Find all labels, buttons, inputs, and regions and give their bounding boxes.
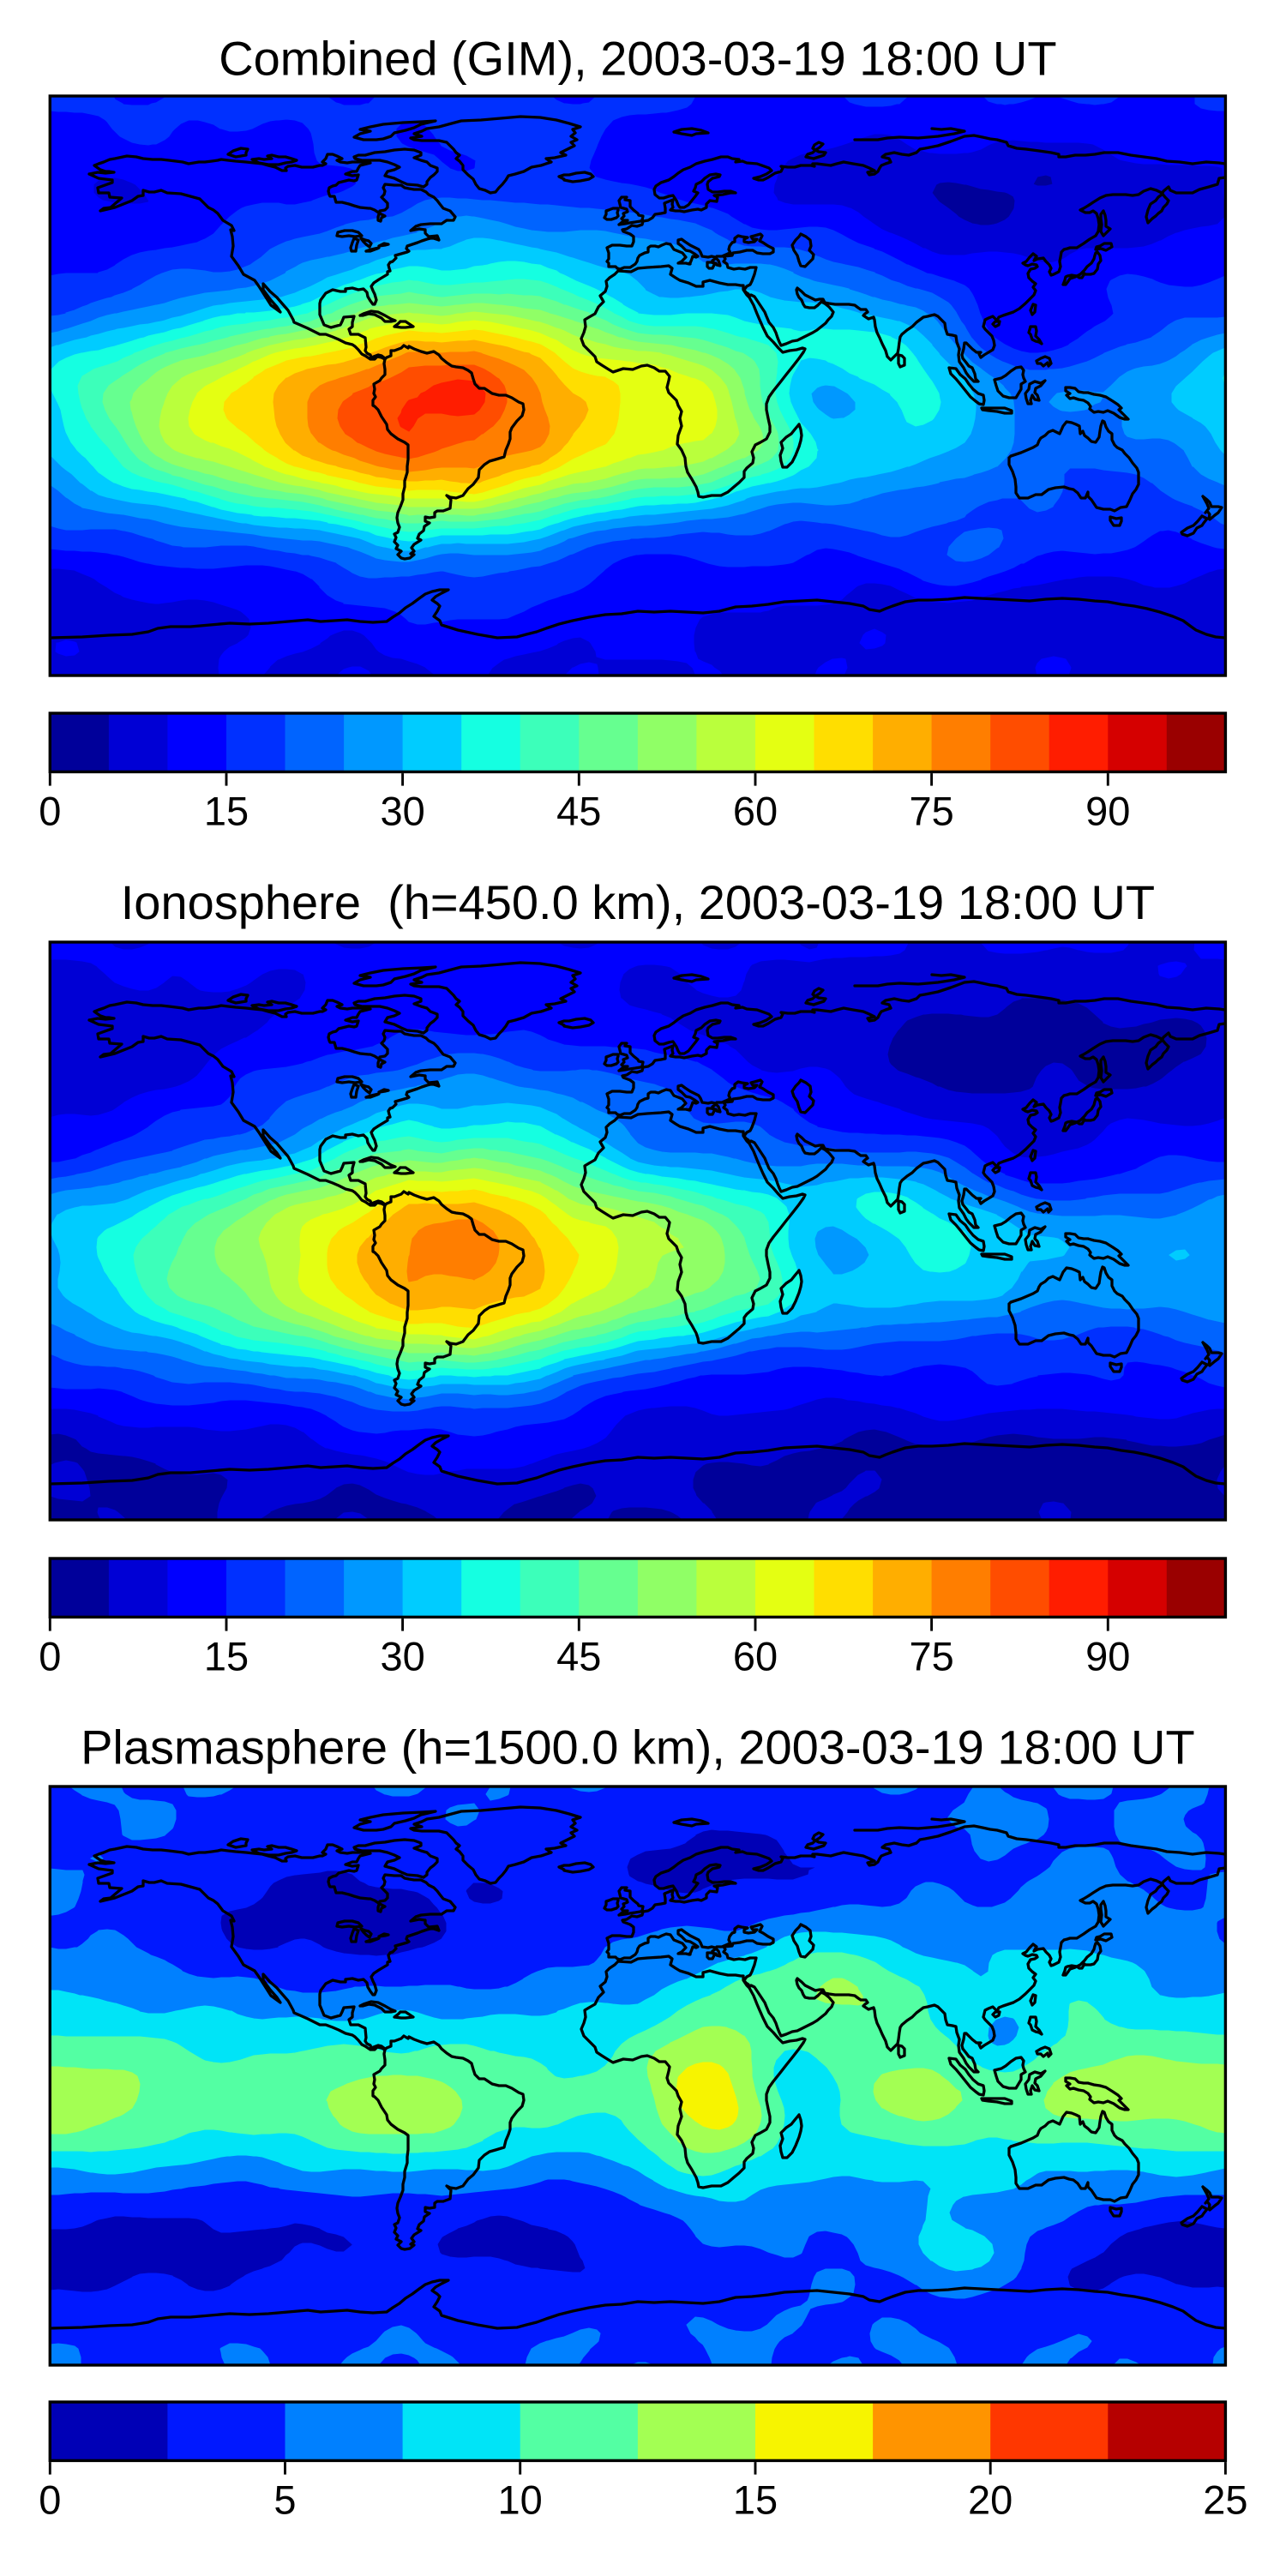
svg-text:20: 20: [968, 2477, 1013, 2522]
svg-text:Plasmasphere (h=1500.0 km), 20: Plasmasphere (h=1500.0 km), 2003-03-19 1…: [81, 1720, 1195, 1774]
svg-text:10: 10: [498, 2477, 543, 2522]
svg-text:60: 60: [733, 788, 778, 833]
svg-text:Combined (GIM), 2003-03-19 18:: Combined (GIM), 2003-03-19 18:00 UT: [219, 32, 1056, 86]
svg-text:75: 75: [909, 788, 953, 833]
svg-text:15: 15: [204, 1633, 249, 1678]
svg-text:0: 0: [39, 1633, 61, 1678]
svg-text:0: 0: [39, 2477, 61, 2522]
svg-text:5: 5: [273, 2477, 296, 2522]
svg-text:25: 25: [1203, 2477, 1247, 2522]
svg-text:0: 0: [39, 788, 61, 833]
svg-text:30: 30: [380, 1633, 424, 1678]
svg-text:15: 15: [204, 788, 249, 833]
svg-text:30: 30: [380, 788, 424, 833]
svg-text:15: 15: [733, 2477, 778, 2522]
svg-text:45: 45: [556, 1633, 601, 1678]
svg-text:Ionosphere (h=450.0 km), 2003: Ionosphere (h=450.0 km), 2003-03-19 18:0…: [121, 875, 1155, 929]
svg-text:90: 90: [1085, 1633, 1130, 1678]
svg-text:75: 75: [909, 1633, 953, 1678]
svg-text:45: 45: [556, 788, 601, 833]
svg-text:90: 90: [1085, 788, 1130, 833]
svg-text:60: 60: [733, 1633, 778, 1678]
